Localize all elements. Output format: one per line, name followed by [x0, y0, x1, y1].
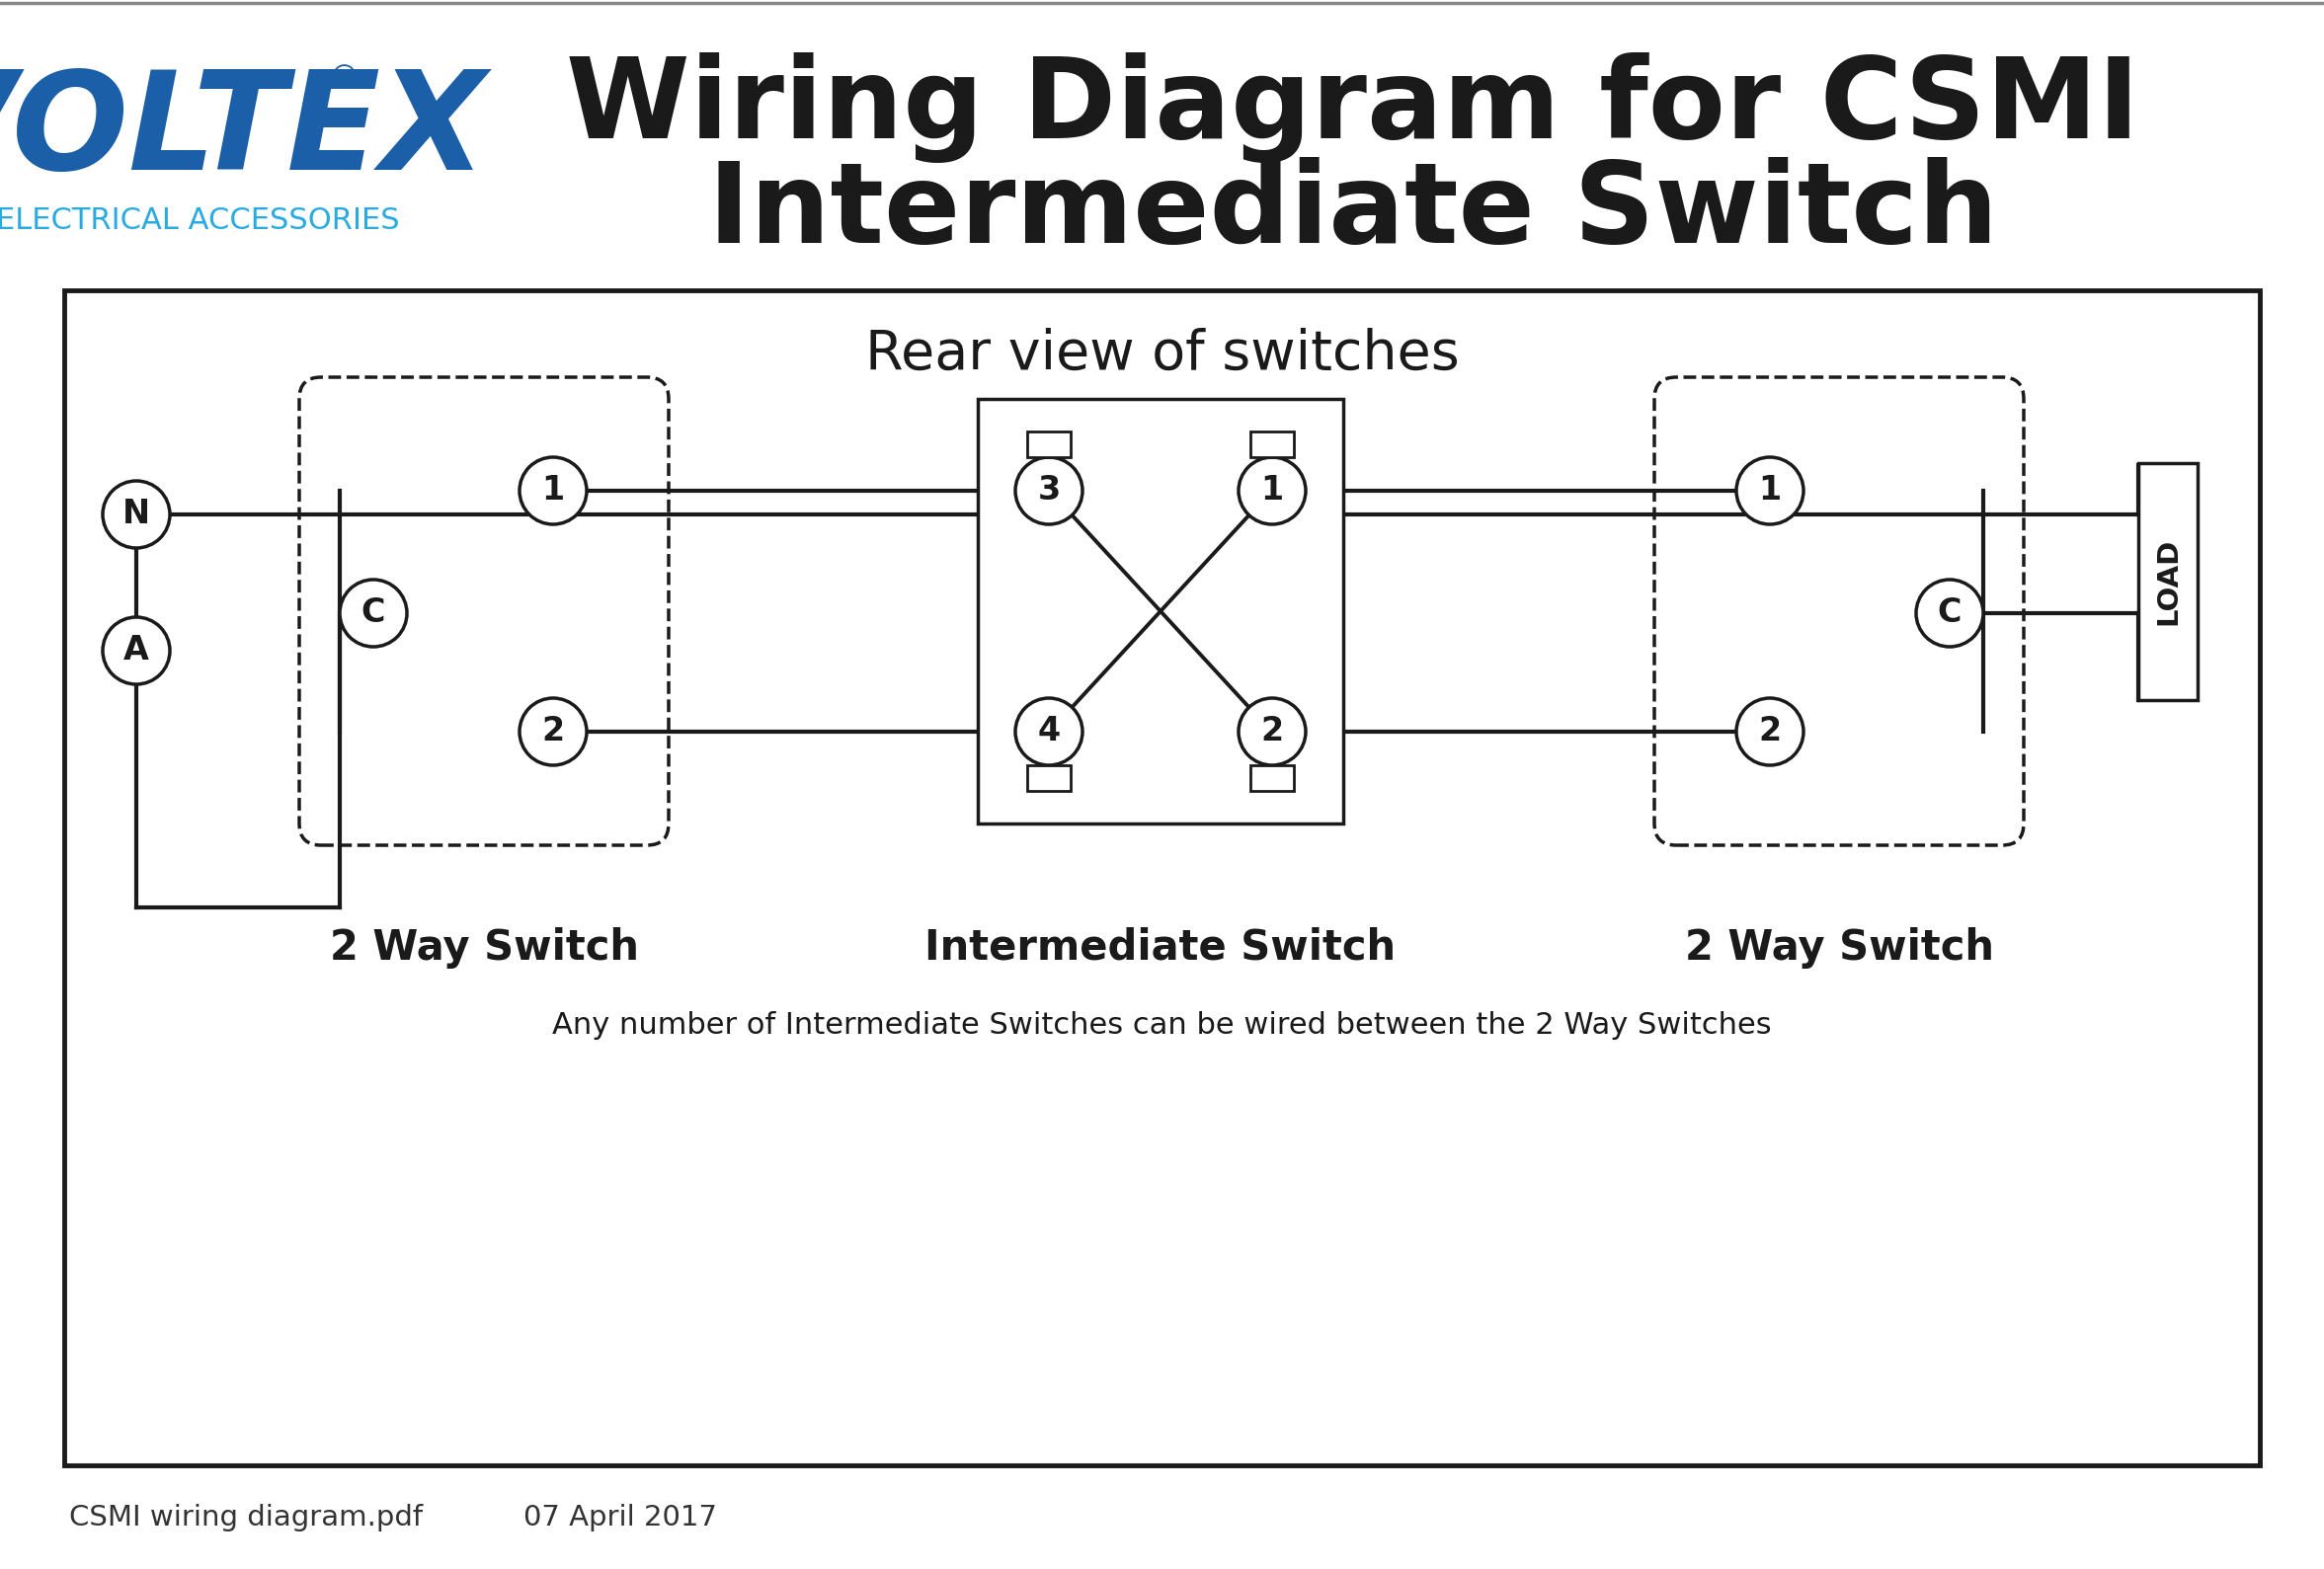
Circle shape	[1016, 457, 1083, 524]
Bar	[1027, 431, 1071, 457]
Text: CSMI wiring diagram.pdf: CSMI wiring diagram.pdf	[70, 1503, 423, 1531]
Circle shape	[1239, 457, 1306, 524]
Text: ELECTRICAL ACCESSORIES: ELECTRICAL ACCESSORIES	[0, 207, 400, 235]
Text: C: C	[1938, 596, 1961, 629]
Circle shape	[1736, 698, 1803, 766]
Text: 2: 2	[1260, 715, 1283, 748]
Text: 1: 1	[1759, 474, 1780, 507]
Bar	[1250, 431, 1294, 457]
Text: Rear view of switches: Rear view of switches	[865, 328, 1459, 381]
Text: LOAD: LOAD	[2154, 538, 2182, 624]
Text: 2 Way Switch: 2 Way Switch	[330, 927, 639, 968]
Circle shape	[339, 579, 407, 646]
Text: Intermediate Switch: Intermediate Switch	[709, 157, 1999, 267]
Text: A: A	[123, 634, 149, 667]
Bar	[1027, 766, 1071, 791]
Text: 4: 4	[1037, 715, 1060, 748]
Circle shape	[1239, 698, 1306, 766]
Text: 1: 1	[541, 474, 565, 507]
Text: C: C	[360, 596, 386, 629]
Circle shape	[1736, 457, 1803, 524]
Text: 2: 2	[541, 715, 565, 748]
Text: 3: 3	[1037, 474, 1060, 507]
Text: ®: ®	[328, 64, 360, 96]
Text: Wiring Diagram for CSMI: Wiring Diagram for CSMI	[567, 52, 2140, 163]
Text: VOLTEX: VOLTEX	[0, 66, 486, 199]
Circle shape	[1016, 698, 1083, 766]
Bar	[65, 290, 2259, 1465]
Bar	[2138, 463, 2199, 700]
Bar	[978, 399, 1343, 824]
Circle shape	[102, 480, 170, 548]
Text: 1: 1	[1260, 474, 1283, 507]
Circle shape	[521, 698, 586, 766]
Text: 2 Way Switch: 2 Way Switch	[1685, 927, 1994, 968]
Circle shape	[1915, 579, 1982, 646]
Text: Any number of Intermediate Switches can be wired between the 2 Way Switches: Any number of Intermediate Switches can …	[553, 1010, 1771, 1040]
Text: N: N	[123, 497, 151, 530]
Text: Intermediate Switch: Intermediate Switch	[925, 927, 1397, 968]
Text: 07 April 2017: 07 April 2017	[523, 1503, 718, 1531]
Text: 2: 2	[1759, 715, 1780, 748]
Circle shape	[102, 617, 170, 684]
Bar	[1250, 766, 1294, 791]
Circle shape	[521, 457, 586, 524]
